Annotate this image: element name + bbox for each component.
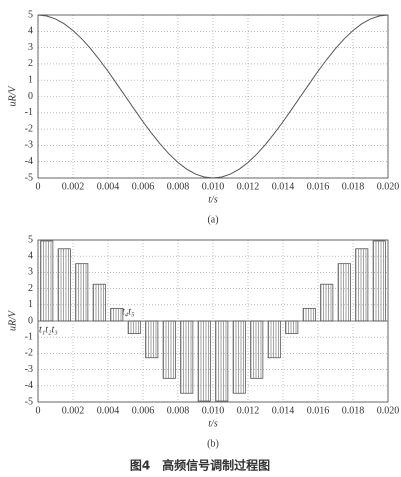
pulse-bar — [180, 320, 194, 394]
y-tick-label: -1 — [25, 107, 33, 118]
x-tick-label: 0.020 — [377, 405, 400, 416]
y-tick-label: -5 — [25, 396, 33, 407]
x-tick-label: 0.012 — [237, 405, 260, 416]
x-tick-label: 0.002 — [62, 181, 85, 192]
subplot-label: (b) — [207, 438, 219, 449]
annotation: t₁t₂t₃ — [39, 324, 58, 335]
pulse-bar — [372, 240, 386, 322]
pulse-bar — [92, 283, 106, 322]
x-tick-label: 0.016 — [307, 181, 330, 192]
x-tick-label: 0.010 — [202, 405, 225, 416]
x-axis-label: t/s — [208, 194, 218, 205]
x-tick-label: 0.004 — [97, 405, 120, 416]
y-tick-label: 1 — [28, 74, 33, 85]
pulse-bar — [337, 263, 351, 322]
y-tick-label: -1 — [25, 331, 33, 342]
x-axis-label: t/s — [208, 418, 218, 429]
pulse-bar — [197, 320, 211, 402]
x-tick-label: 0.018 — [342, 405, 365, 416]
x-tick-label: 0.014 — [272, 181, 295, 192]
line — [37, 14, 389, 179]
y-tick-label: 1 — [28, 299, 33, 310]
y-tick-label: 3 — [28, 267, 33, 278]
y-tick-label: -2 — [25, 348, 33, 359]
pulse-bar — [267, 320, 281, 359]
x-tick-label: 0.018 — [342, 181, 365, 192]
x-tick-label: 0.012 — [237, 181, 260, 192]
figure-caption: 图4 高频信号调制过程图 — [130, 458, 270, 473]
x-tick-label: 0 — [36, 405, 41, 416]
pulse-bar — [40, 240, 54, 322]
x-tick-label: 0.002 — [62, 405, 85, 416]
y-tick-label: -3 — [25, 364, 33, 375]
x-tick-label: 0 — [36, 181, 41, 192]
y-tick-label: 4 — [28, 250, 33, 261]
y-axis-label: uR/V — [7, 309, 18, 331]
y-tick-label: 0 — [28, 315, 33, 326]
pulse-bar — [250, 320, 264, 379]
y-tick-label: 2 — [28, 283, 33, 294]
pulse-bar — [162, 320, 176, 379]
y-tick-label: 2 — [28, 58, 33, 69]
pulse-bar — [127, 320, 141, 335]
x-tick-label: 0.008 — [167, 181, 190, 192]
y-tick-label: 0 — [28, 91, 33, 102]
pulse-bar — [75, 263, 89, 322]
pulse-bar — [232, 320, 246, 394]
x-tick-label: 0.014 — [272, 405, 295, 416]
x-tick-label: 0.006 — [132, 405, 155, 416]
pulse-bar — [320, 283, 334, 322]
x-tick-label: 0.006 — [132, 181, 155, 192]
y-tick-label: 4 — [28, 26, 33, 37]
annotation: t₄t₅ — [122, 306, 135, 317]
y-tick-label: -2 — [25, 123, 33, 134]
y-tick-label: -5 — [25, 172, 33, 183]
pulse-bar — [302, 307, 316, 322]
y-tick-label: 3 — [28, 42, 33, 53]
x-tick-label: 0.010 — [202, 181, 225, 192]
y-tick-label: -3 — [25, 140, 33, 151]
pulse-bar — [285, 320, 299, 335]
y-tick-label: 5 — [28, 9, 33, 20]
pulse-bar — [145, 320, 159, 359]
subplot-label: (a) — [207, 214, 218, 225]
y-tick-label: -4 — [25, 380, 33, 391]
x-tick-label: 0.004 — [97, 181, 120, 192]
y-axis-label: uR/V — [7, 85, 18, 107]
x-tick-label: 0.020 — [377, 181, 400, 192]
y-tick-label: -4 — [25, 156, 33, 167]
y-tick-label: 5 — [28, 234, 33, 245]
x-tick-label: 0.008 — [167, 405, 190, 416]
pulse-bar — [57, 248, 71, 322]
x-tick-label: 0.016 — [307, 405, 330, 416]
pulse-bar — [355, 248, 369, 322]
pulse-bar — [215, 320, 229, 402]
